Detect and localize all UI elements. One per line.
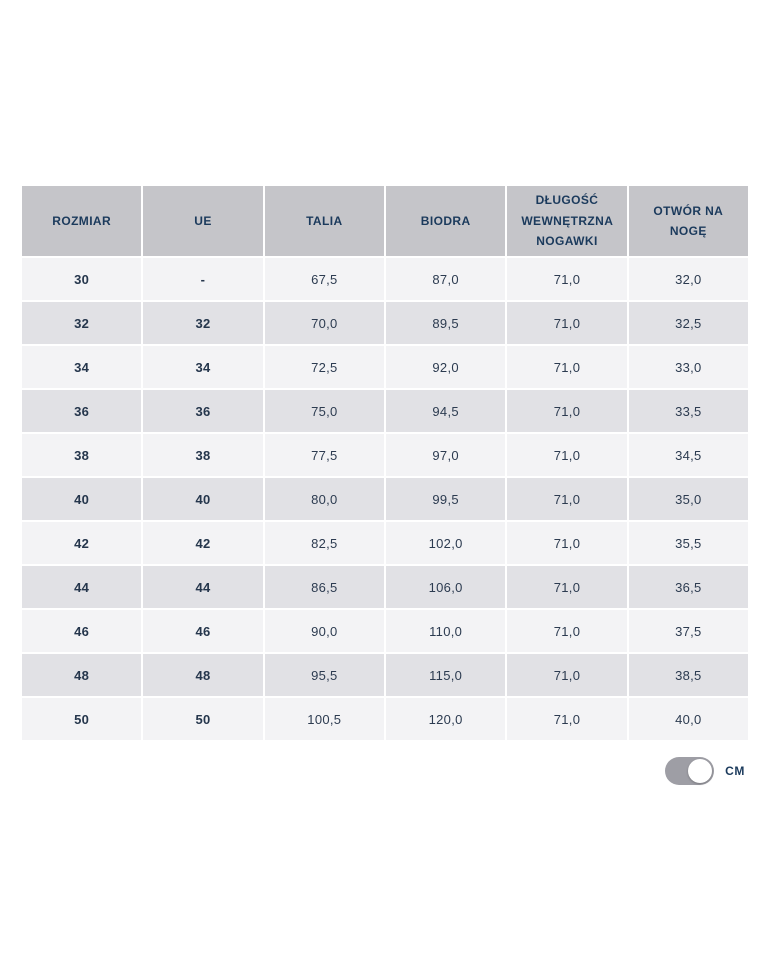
table-cell: 90,0 — [264, 610, 384, 652]
toggle-knob-icon — [688, 759, 713, 783]
table-cell: 42 — [143, 522, 263, 564]
table-cell: 106,0 — [385, 566, 506, 608]
table-row: 32 32 70,0 89,5 71,0 32,5 — [22, 302, 748, 344]
column-header: UE — [143, 186, 263, 256]
table-cell: 36 — [143, 390, 263, 432]
table-cell: 71,0 — [507, 698, 627, 740]
table-cell: 50 — [143, 698, 263, 740]
table-row: 38 38 77,5 97,0 71,0 34,5 — [22, 434, 748, 476]
unit-toggle[interactable] — [665, 757, 715, 785]
table-row: 30-67,5 87,0 71,0 32,0 — [22, 258, 748, 300]
table-cell: 115,0 — [385, 654, 506, 696]
table-row: 48 48 95,5 115,0 71,0 38,5 — [22, 654, 748, 696]
table-cell: 44 — [22, 566, 142, 608]
table-cell: 32 — [22, 302, 142, 344]
table-cell: 89,5 — [385, 302, 506, 344]
table-cell: 71,0 — [507, 258, 627, 300]
unit-label: CM — [725, 764, 745, 778]
table-cell: 71,0 — [507, 302, 627, 344]
table-row: 36 36 75,0 94,5 71,0 33,5 — [22, 390, 748, 432]
table-cell: 92,0 — [385, 346, 506, 388]
table-cell: 37,5 — [628, 610, 748, 652]
table-cell: 40 — [22, 478, 142, 520]
table-cell: 86,5 — [264, 566, 384, 608]
table-cell: 71,0 — [507, 654, 627, 696]
size-table-header: ROZMIAR UE TALIA BIODRA DŁUGOŚĆ WEWNĘTRZNA N… — [22, 186, 748, 256]
table-cell: - — [143, 258, 263, 300]
table-cell: 71,0 — [507, 346, 627, 388]
table-cell: 36,5 — [628, 566, 748, 608]
table-cell: 40 — [143, 478, 263, 520]
table-cell: 67,5 — [264, 258, 384, 300]
table-cell: 46 — [22, 610, 142, 652]
table-cell: 38,5 — [628, 654, 748, 696]
table-cell: 35,0 — [628, 478, 748, 520]
table-cell: 32 — [143, 302, 263, 344]
table-cell: 82,5 — [264, 522, 384, 564]
table-row: 42 42 82,5 102,0 71,0 35,5 — [22, 522, 748, 564]
table-row: 50 50 100,5 120,0 71,0 40,0 — [22, 698, 748, 740]
table-cell: 71,0 — [507, 390, 627, 432]
table-cell: 102,0 — [385, 522, 506, 564]
table-cell: 35,5 — [628, 522, 748, 564]
size-table: ROZMIAR UE TALIA BIODRA DŁUGOŚĆ WEWNĘTRZNA N… — [20, 184, 750, 742]
table-cell: 99,5 — [385, 478, 506, 520]
table-cell: 71,0 — [507, 566, 627, 608]
column-header: OTWÓR NA NOGĘ — [628, 186, 748, 256]
table-cell: 40,0 — [628, 698, 748, 740]
column-header: BIODRA — [385, 186, 506, 256]
column-header: DŁUGOŚĆ WEWNĘTRZNA NOGAWKI — [507, 186, 627, 256]
table-cell: 34,5 — [628, 434, 748, 476]
table-cell: 77,5 — [264, 434, 384, 476]
table-cell: 71,0 — [507, 610, 627, 652]
table-cell: 44 — [143, 566, 263, 608]
column-header: ROZMIAR — [22, 186, 142, 256]
table-cell: 70,0 — [264, 302, 384, 344]
table-cell: 33,0 — [628, 346, 748, 388]
table-cell: 87,0 — [385, 258, 506, 300]
table-cell: 32,5 — [628, 302, 748, 344]
table-cell: 71,0 — [507, 434, 627, 476]
column-header: TALIA — [264, 186, 384, 256]
table-row: 46 46 90,0 110,0 71,0 37,5 — [22, 610, 748, 652]
table-cell: 50 — [22, 698, 142, 740]
unit-switch-row: CM — [665, 757, 745, 785]
table-cell: 46 — [143, 610, 263, 652]
table-cell: 38 — [22, 434, 142, 476]
table-cell: 48 — [22, 654, 142, 696]
table-cell: 72,5 — [264, 346, 384, 388]
table-cell: 75,0 — [264, 390, 384, 432]
table-cell: 42 — [22, 522, 142, 564]
table-row: 34 34 72,5 92,0 71,0 33,0 — [22, 346, 748, 388]
table-cell: 34 — [22, 346, 142, 388]
table-cell: 71,0 — [507, 478, 627, 520]
table-row: 44 44 86,5 106,0 71,0 36,5 — [22, 566, 748, 608]
table-cell: 32,0 — [628, 258, 748, 300]
table-cell: 34 — [143, 346, 263, 388]
table-cell: 36 — [22, 390, 142, 432]
size-table-body: 30-67,5 87,0 71,0 32,0 32 32 70,0 89,5 71,0 32,5 3… — [22, 258, 748, 740]
table-cell: 95,5 — [264, 654, 384, 696]
table-cell: 110,0 — [385, 610, 506, 652]
table-cell: 94,5 — [385, 390, 506, 432]
table-cell: 120,0 — [385, 698, 506, 740]
table-cell: 33,5 — [628, 390, 748, 432]
table-cell: 38 — [143, 434, 263, 476]
table-cell: 80,0 — [264, 478, 384, 520]
table-cell: 100,5 — [264, 698, 384, 740]
table-cell: 97,0 — [385, 434, 506, 476]
table-row: 40 40 80,0 99,5 71,0 35,0 — [22, 478, 748, 520]
table-cell: 30 — [22, 258, 142, 300]
header-row: ROZMIAR UE TALIA BIODRA DŁUGOŚĆ WEWNĘTRZNA N… — [22, 186, 748, 256]
table-cell: 48 — [143, 654, 263, 696]
table-cell: 71,0 — [507, 522, 627, 564]
